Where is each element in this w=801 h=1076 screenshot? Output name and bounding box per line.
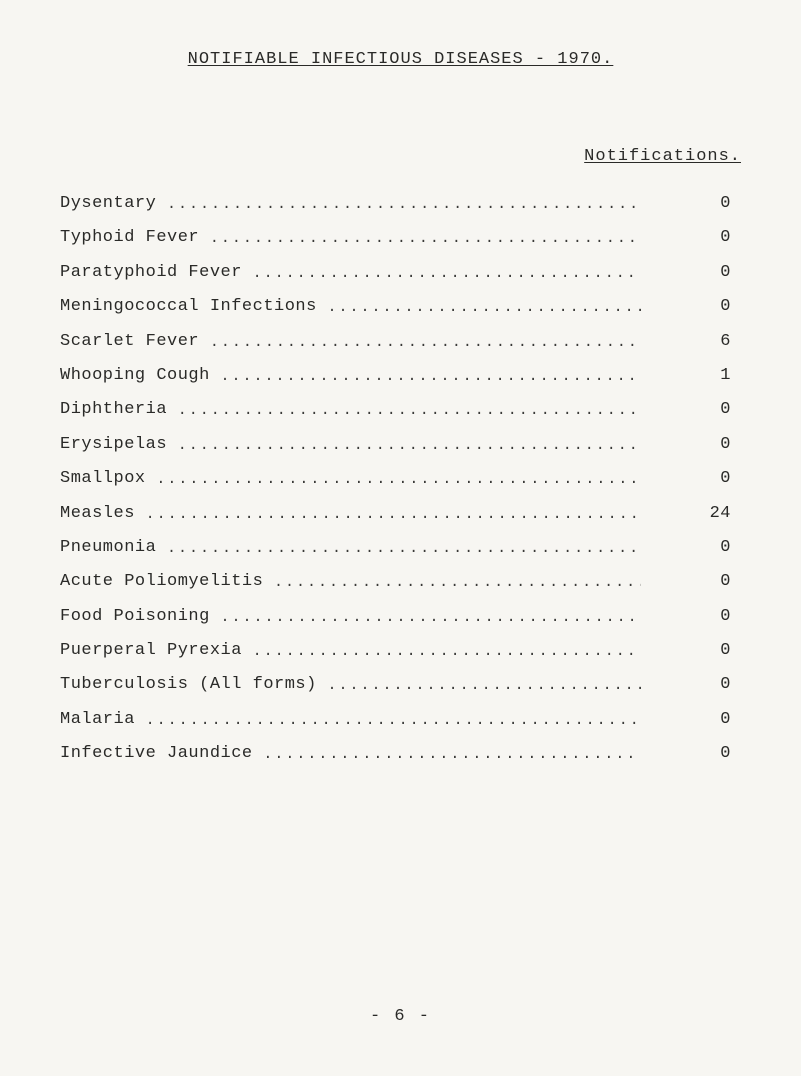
column-header-notifications: Notifications. [60, 147, 741, 166]
row-value: 0 [641, 297, 741, 317]
data-rows: Dysentary 0Typhoid Fever 0Paratyphoid Fe… [60, 194, 741, 765]
table-row: Tuberculosis (All forms) 0 [60, 675, 741, 695]
table-row: Scarlet Fever 6 [60, 332, 741, 352]
page-title: NOTIFIABLE INFECTIOUS DISEASES - 1970. [60, 50, 741, 69]
row-value: 0 [641, 194, 741, 214]
page: NOTIFIABLE INFECTIOUS DISEASES - 1970. N… [0, 0, 801, 1076]
row-label: Scarlet Fever [60, 332, 210, 352]
table-row: Erysipelas 0 [60, 435, 741, 455]
row-label: Food Poisoning [60, 607, 221, 627]
row-value: 0 [641, 744, 741, 764]
table-row: Pneumonia 0 [60, 538, 741, 558]
table-row: Dysentary 0 [60, 194, 741, 214]
row-value: 0 [641, 572, 741, 592]
table-row: Whooping Cough 1 [60, 366, 741, 386]
row-label: Typhoid Fever [60, 228, 210, 248]
dot-leader [210, 230, 641, 248]
row-value: 0 [641, 263, 741, 283]
table-row: Puerperal Pyrexia 0 [60, 641, 741, 661]
dot-leader [263, 746, 641, 764]
row-value: 0 [641, 710, 741, 730]
row-value: 24 [641, 504, 741, 524]
dot-leader [328, 299, 641, 317]
row-label: Infective Jaundice [60, 744, 263, 764]
dot-leader [210, 334, 641, 352]
row-value: 0 [641, 400, 741, 420]
dot-leader [178, 437, 641, 455]
dot-leader [274, 574, 641, 592]
row-label: Pneumonia [60, 538, 167, 558]
dot-leader [253, 643, 641, 661]
row-label: Dysentary [60, 194, 167, 214]
table-row: Measles 24 [60, 504, 741, 524]
row-value: 0 [641, 228, 741, 248]
table-row: Acute Poliomyelitis 0 [60, 572, 741, 592]
dot-leader [221, 609, 641, 627]
table-row: Meningococcal Infections 0 [60, 297, 741, 317]
row-label: Paratyphoid Fever [60, 263, 253, 283]
row-value: 0 [641, 641, 741, 661]
table-row: Typhoid Fever 0 [60, 228, 741, 248]
page-footer: - 6 - [0, 1007, 801, 1026]
dot-leader [146, 712, 641, 730]
row-label: Malaria [60, 710, 146, 730]
row-label: Erysipelas [60, 435, 178, 455]
dot-leader [253, 265, 641, 283]
row-label: Whooping Cough [60, 366, 221, 386]
row-value: 1 [641, 366, 741, 386]
table-row: Infective Jaundice 0 [60, 744, 741, 764]
row-value: 0 [641, 607, 741, 627]
row-value: 0 [641, 435, 741, 455]
row-value: 6 [641, 332, 741, 352]
row-label: Diphtheria [60, 400, 178, 420]
row-value: 0 [641, 675, 741, 695]
table-row: Diphtheria 0 [60, 400, 741, 420]
dot-leader [328, 677, 641, 695]
row-label: Puerperal Pyrexia [60, 641, 253, 661]
table-row: Food Poisoning 0 [60, 607, 741, 627]
dot-leader [146, 506, 641, 524]
dot-leader [167, 540, 641, 558]
row-label: Tuberculosis (All forms) [60, 675, 328, 695]
row-label: Acute Poliomyelitis [60, 572, 274, 592]
dot-leader [178, 402, 641, 420]
row-value: 0 [641, 469, 741, 489]
table-row: Malaria 0 [60, 710, 741, 730]
dot-leader [167, 196, 641, 214]
row-label: Smallpox [60, 469, 156, 489]
table-row: Smallpox 0 [60, 469, 741, 489]
dot-leader [221, 368, 641, 386]
dot-leader [156, 471, 641, 489]
table-row: Paratyphoid Fever 0 [60, 263, 741, 283]
row-label: Measles [60, 504, 146, 524]
row-label: Meningococcal Infections [60, 297, 328, 317]
row-value: 0 [641, 538, 741, 558]
